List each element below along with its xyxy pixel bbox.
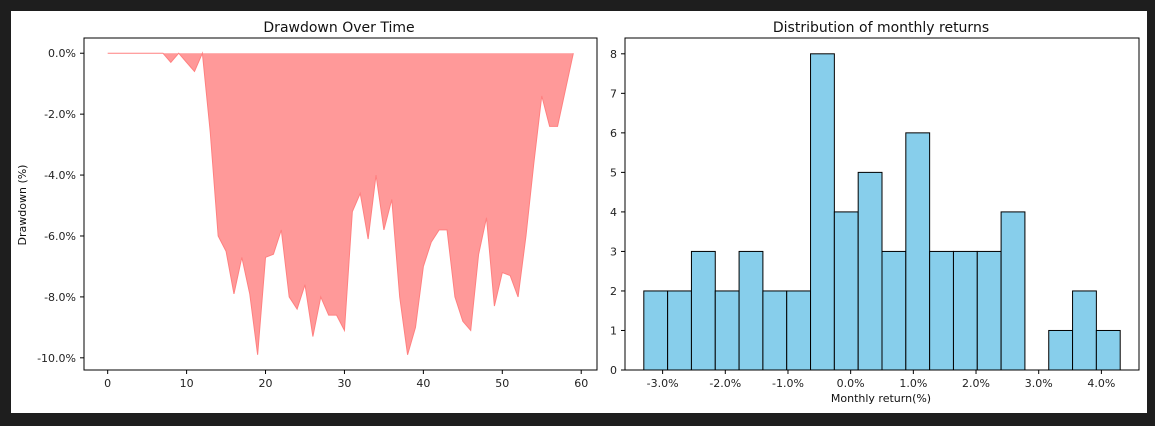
histogram-bar — [857, 171, 883, 371]
histogram-ytick-label: 8 — [610, 48, 617, 61]
histogram-bar — [976, 250, 1002, 371]
histogram-ytick-label: 4 — [610, 206, 617, 219]
histogram-bar — [952, 250, 978, 371]
histogram-bar — [881, 250, 907, 371]
drawdown-line — [107, 51, 574, 355]
histogram-ytick-label: 6 — [610, 127, 617, 140]
drawdown-chart: Drawdown Over Time Drawdown (%) 0 10 20 30 4… — [16, 20, 598, 390]
drawdown-ytick-label: 0.0% — [48, 47, 76, 60]
histogram-bar — [1000, 211, 1026, 371]
histogram-bar — [667, 290, 692, 371]
histogram-bar — [786, 290, 812, 371]
histogram-bar — [762, 290, 788, 371]
histogram-bar — [690, 250, 716, 371]
drawdown-xtick-label: 40 — [416, 377, 430, 390]
histogram-ytick-label: 3 — [610, 245, 617, 258]
drawdown-xtick-label: 10 — [180, 377, 194, 390]
histogram-xtick-label: -3.0% — [647, 377, 679, 390]
histogram-bar — [714, 290, 740, 371]
histogram-xtick-label: -2.0% — [709, 377, 741, 390]
histogram-chart: Distribution of monthly returns Monthly … — [610, 20, 1140, 405]
histogram-bar — [738, 250, 764, 371]
drawdown-xtick-label: 60 — [574, 377, 588, 390]
histogram-ytick-label: 5 — [610, 166, 617, 179]
drawdown-xtick-label: 30 — [337, 377, 351, 390]
histogram-bar — [643, 290, 669, 371]
drawdown-marks: 0 10 20 30 40 50 60 0.0% -2.0% -4.0% -6.0% -8.0% -10… — [37, 47, 588, 390]
drawdown-ytick-label: -2.0% — [44, 108, 76, 121]
drawdown-ytick-label: -8.0% — [44, 291, 76, 304]
histogram-xlabel: Monthly return(%) — [831, 392, 931, 405]
chart-canvas: Drawdown Over Time Drawdown (%) 0 10 20 30 4… — [16, 20, 1140, 405]
drawdown-xtick-label: 20 — [259, 377, 273, 390]
drawdown-ytick-label: -6.0% — [44, 230, 76, 243]
histogram-bar — [1072, 290, 1097, 371]
drawdown-xtick-label: 50 — [495, 377, 509, 390]
drawdown-title: Drawdown Over Time — [263, 20, 414, 36]
histogram-xtick-label: 1.0% — [899, 377, 927, 390]
histogram-xtick-label: 0.0% — [837, 377, 865, 390]
histogram-axes-frame — [624, 37, 1140, 371]
histogram-bar — [1095, 329, 1121, 371]
histogram-ytick-label: 0 — [610, 364, 617, 377]
histogram-xtick-label: 3.0% — [1025, 377, 1053, 390]
histogram-bar — [905, 132, 931, 371]
histogram-ytick-label: 2 — [610, 285, 617, 298]
drawdown-xtick-label: 0 — [104, 377, 111, 390]
histogram-marks: -3.0% -2.0% -1.0% 0.0% 1.0% 2.0% 3.0% 4.0% 0 1 2 3 4… — [610, 48, 1121, 390]
histogram-bar — [810, 53, 835, 371]
histogram-title: Distribution of monthly returns — [773, 20, 989, 36]
histogram-ytick-label: 1 — [610, 324, 617, 337]
drawdown-ytick-label: -4.0% — [44, 169, 76, 182]
figure: Drawdown Over Time Drawdown (%) 0 10 20 30 4… — [11, 11, 1147, 413]
histogram-bar — [1048, 329, 1074, 371]
drawdown-ytick-label: -10.0% — [37, 352, 76, 365]
drawdown-area — [107, 53, 574, 355]
histogram-bar — [833, 211, 859, 371]
histogram-xtick-label: 4.0% — [1087, 377, 1115, 390]
drawdown-ylabel: Drawdown (%) — [16, 165, 29, 246]
histogram-ytick-label: 7 — [610, 87, 617, 100]
histogram-xtick-label: 2.0% — [962, 377, 990, 390]
histogram-bar — [929, 250, 954, 371]
histogram-xtick-label: -1.0% — [772, 377, 804, 390]
drawdown-axes-frame — [83, 37, 598, 371]
